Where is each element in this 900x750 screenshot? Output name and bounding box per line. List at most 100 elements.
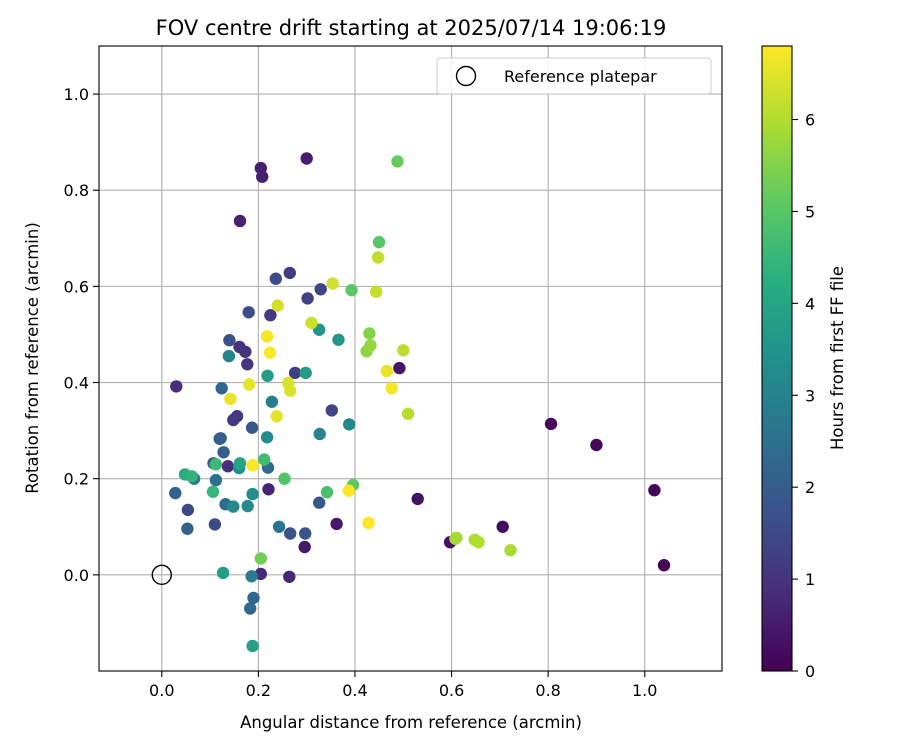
data-point — [288, 366, 302, 380]
data-point — [233, 214, 247, 228]
colorbar-tick-label: 6 — [805, 111, 815, 130]
data-point — [262, 483, 275, 496]
x-tick-label: 0.4 — [342, 681, 367, 700]
data-point — [246, 459, 259, 472]
data-point — [372, 236, 386, 249]
colorbar-frame — [761, 45, 793, 672]
data-point — [260, 431, 274, 444]
x-axis-label: Angular distance from reference (arcmin) — [240, 713, 582, 732]
data-point — [245, 421, 259, 434]
data-point — [364, 339, 377, 352]
y-tick-label: 0.2 — [64, 470, 89, 489]
data-point — [345, 284, 358, 297]
data-point — [284, 384, 297, 397]
data-points — [169, 152, 671, 653]
data-point — [243, 378, 256, 391]
data-point — [299, 366, 312, 380]
colorbar-tick-label: 5 — [805, 202, 815, 221]
data-point — [214, 432, 227, 445]
data-point — [590, 438, 603, 452]
data-point — [472, 536, 485, 549]
data-point — [657, 559, 671, 572]
data-point — [393, 361, 406, 375]
data-point — [325, 404, 338, 417]
data-point — [242, 306, 255, 319]
data-point — [217, 446, 230, 459]
data-point — [283, 266, 296, 280]
data-point — [222, 349, 236, 363]
data-point — [181, 503, 195, 517]
data-point — [264, 309, 277, 322]
x-tick-label: 0.8 — [535, 681, 560, 700]
colorbar-gradient — [762, 46, 792, 671]
data-point — [496, 520, 509, 533]
data-point — [258, 453, 271, 466]
data-point — [299, 527, 312, 540]
data-point — [342, 484, 355, 497]
colorbar: 0 1 2 3 4 5 6 Hours from first FF file — [761, 45, 847, 681]
reference-platepar-marker — [151, 564, 172, 586]
data-point — [209, 473, 223, 487]
data-point — [185, 470, 198, 483]
data-point — [283, 570, 296, 583]
data-point — [401, 407, 415, 420]
data-point — [648, 484, 661, 497]
data-point — [265, 395, 279, 408]
legend-reference-marker — [455, 65, 477, 87]
data-point — [380, 364, 393, 378]
data-point — [544, 417, 558, 431]
colorbar-tick-label: 3 — [805, 386, 815, 405]
data-point — [241, 499, 254, 513]
data-point — [260, 330, 274, 343]
data-point — [169, 486, 182, 500]
data-point — [181, 522, 194, 535]
colorbar-label: Hours from first FF file — [828, 266, 847, 450]
data-point — [233, 457, 247, 470]
data-point — [270, 410, 283, 423]
y-tick-label: 0.4 — [64, 374, 89, 393]
data-point — [300, 152, 313, 165]
grid — [99, 46, 722, 671]
data-point — [385, 382, 398, 395]
data-point — [504, 544, 517, 557]
data-point — [224, 392, 237, 406]
data-point — [263, 346, 277, 359]
y-axis-label: Rotation from reference (arcmin) — [23, 222, 42, 494]
data-point — [256, 170, 269, 183]
data-point — [247, 591, 260, 605]
data-point — [239, 345, 252, 358]
x-tick-label: 0.6 — [439, 681, 464, 700]
x-tick-label: 1.0 — [632, 681, 657, 700]
data-point — [254, 552, 267, 565]
data-point — [284, 527, 297, 540]
y-tick-label: 0.8 — [64, 181, 89, 200]
data-point — [244, 602, 257, 615]
plot-frame — [98, 45, 723, 672]
data-point — [326, 277, 339, 290]
legend: Reference platepar — [436, 57, 712, 95]
y-tick-label: 0.0 — [64, 566, 89, 585]
data-point — [241, 358, 254, 371]
x-tick-label: 0.0 — [149, 681, 174, 700]
data-point — [206, 485, 220, 498]
chart-title: FOV centre drift starting at 2025/07/14 … — [156, 16, 667, 40]
data-point — [227, 500, 240, 513]
data-point — [272, 520, 286, 533]
data-point — [245, 570, 258, 583]
data-point — [363, 327, 376, 340]
data-point — [271, 299, 284, 312]
data-point — [209, 458, 223, 471]
data-point — [313, 496, 326, 509]
data-point — [208, 518, 222, 531]
y-axis-ticks: 0.0 0.2 0.4 0.6 0.8 1.0 — [64, 85, 99, 585]
data-point — [330, 517, 343, 531]
data-point — [278, 472, 291, 485]
data-point — [246, 639, 259, 653]
x-axis-ticks: 0.0 0.2 0.4 0.6 0.8 1.0 — [149, 671, 657, 700]
data-point — [230, 410, 244, 423]
data-point — [305, 316, 318, 330]
data-point — [391, 155, 404, 168]
x-tick-label: 0.2 — [246, 681, 271, 700]
data-point — [449, 532, 462, 545]
